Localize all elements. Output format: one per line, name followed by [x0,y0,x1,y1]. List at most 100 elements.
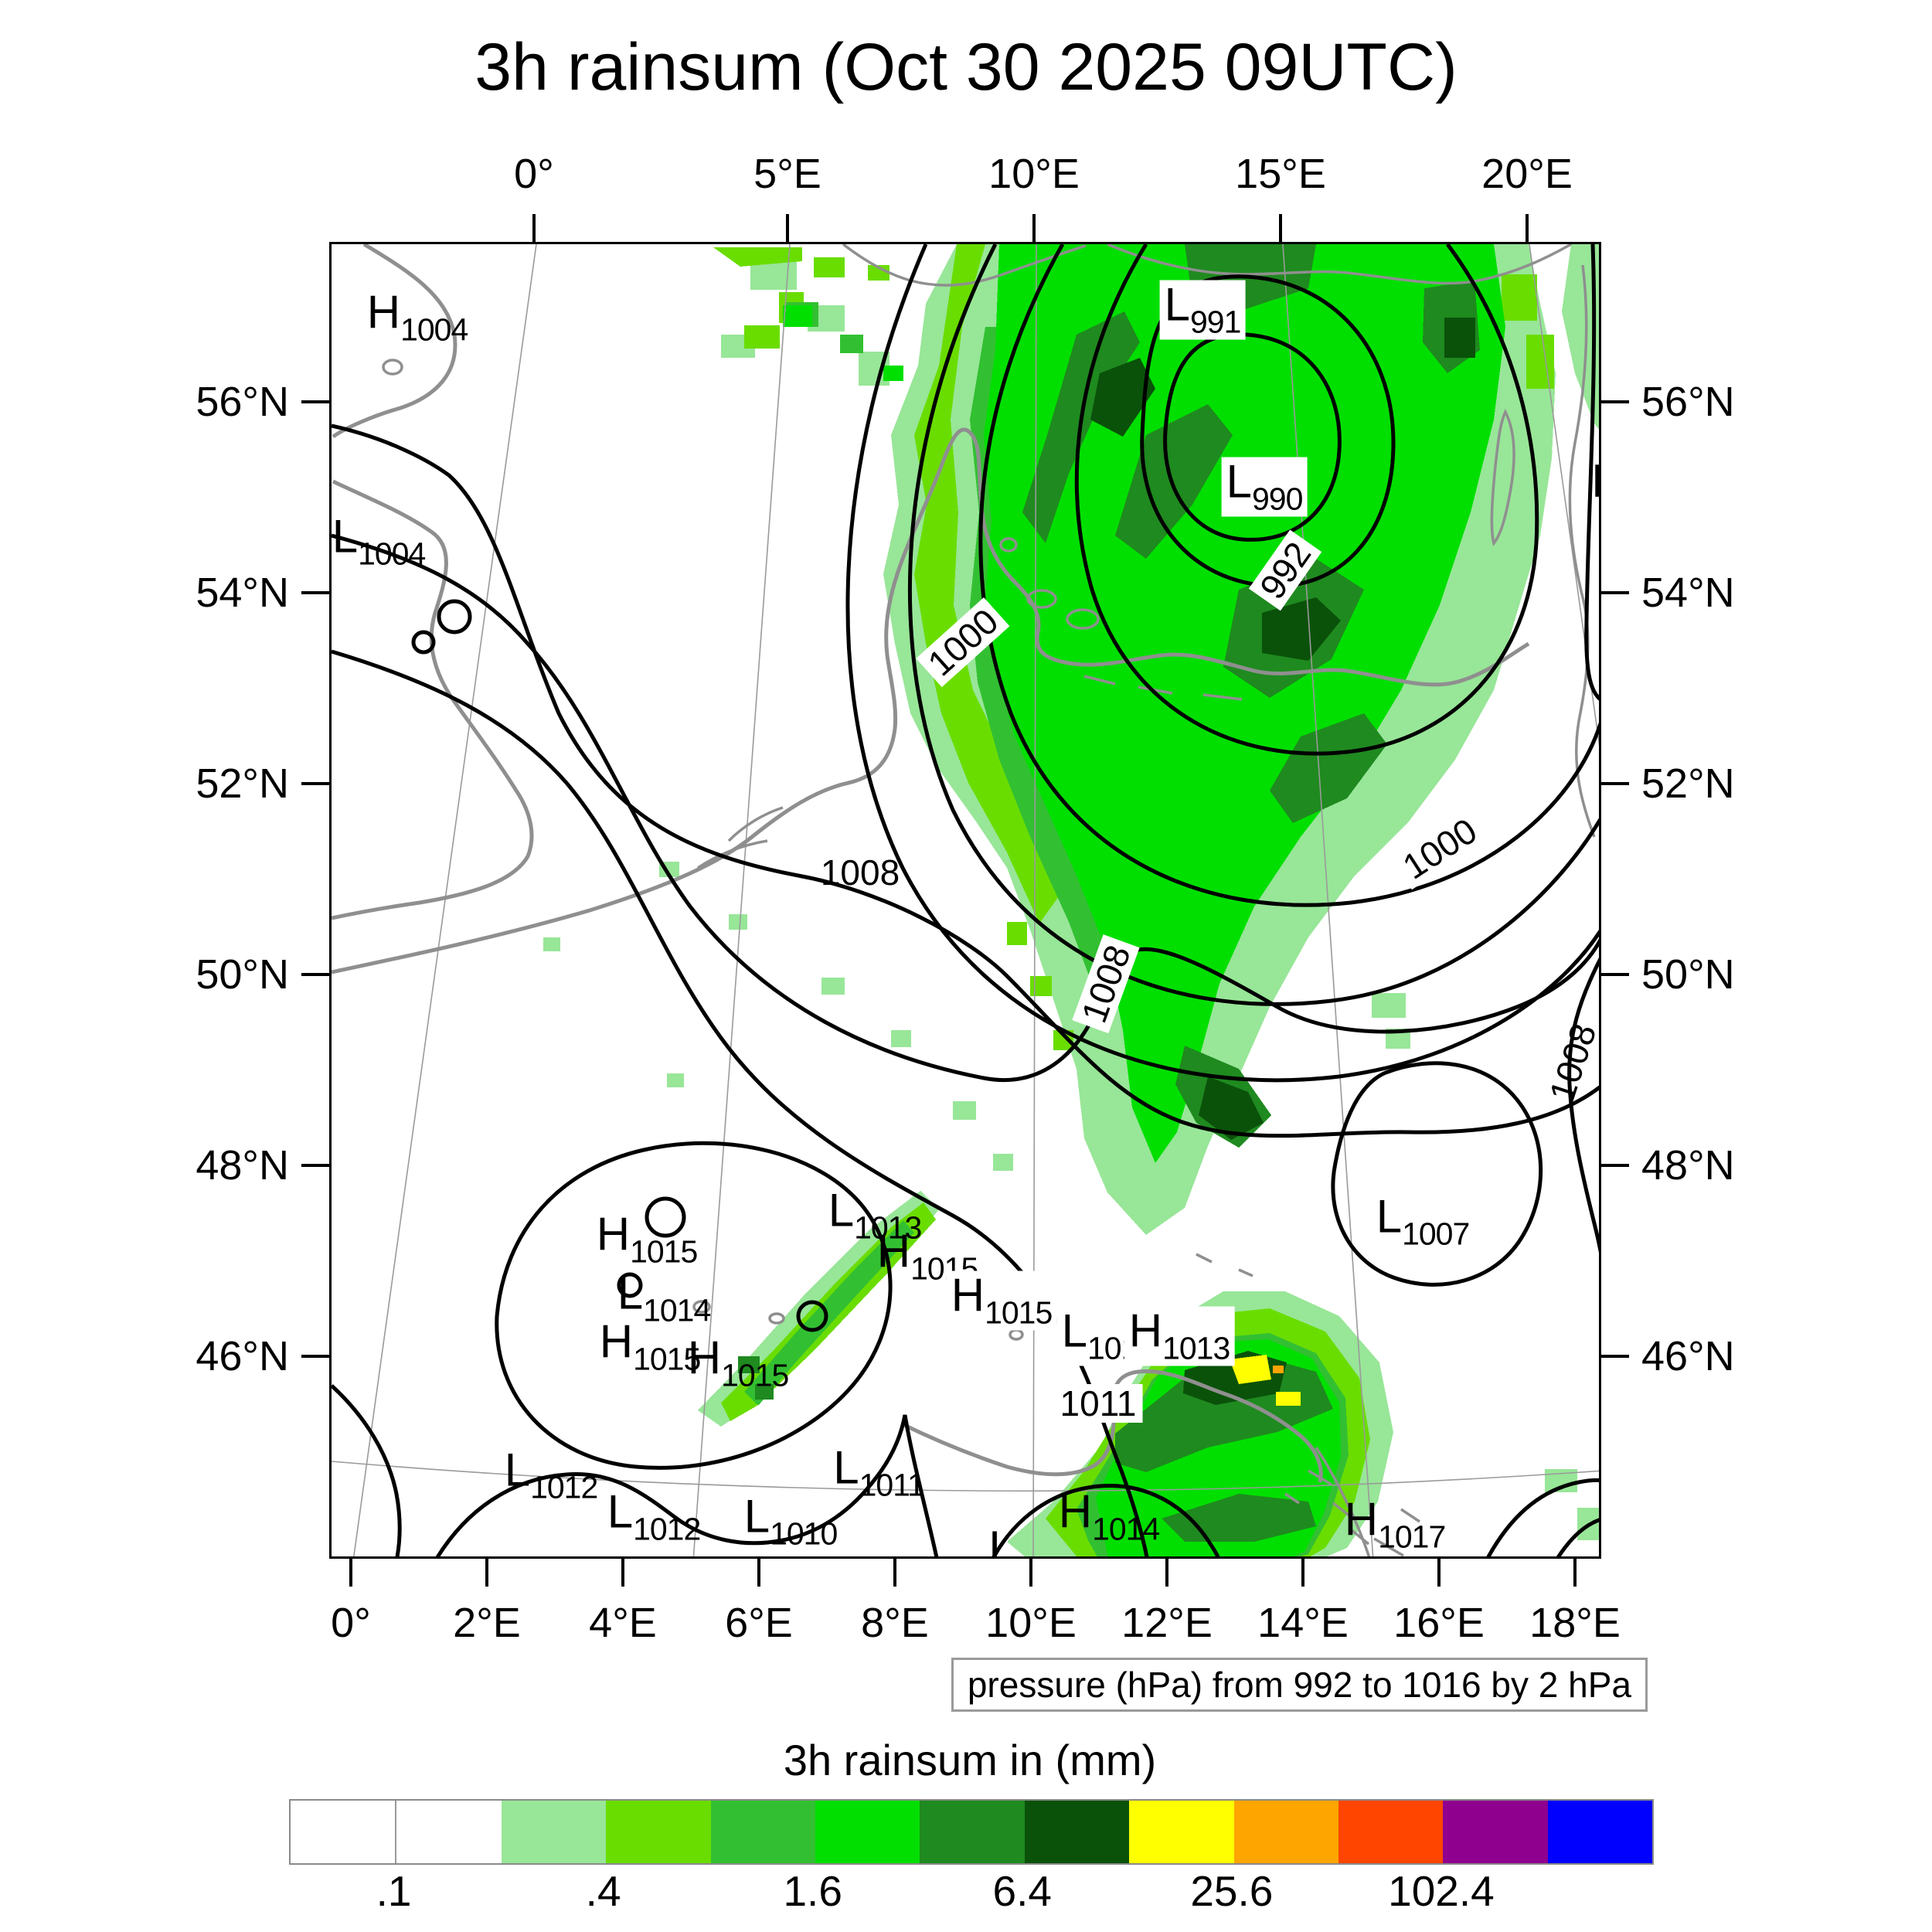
colorbar-cell-9 [1233,1801,1338,1863]
bottom-tick [1301,1559,1304,1587]
weather-map: H1004L1004L991L990HH1015L1014H1015H1015L… [329,242,1601,1559]
pressure-marker-h1015: H1015 [946,1270,1057,1331]
pressure-value: 1007 [1402,1216,1470,1252]
pressure-value: 1017 [1378,1519,1446,1555]
pressure-value: 1012 [633,1511,701,1547]
pressure-letter: H [1058,1485,1093,1538]
left-axis-label: 54°N [196,570,289,616]
pressure-marker-h1015: H1015 [687,1332,790,1393]
right-axis-label: 50°N [1641,951,1735,998]
pressure-value: 991 [1189,304,1241,340]
top-axis-label: 15°E [1235,151,1326,197]
contour-label-1008: 1008 [820,852,900,893]
pressure-value: 1013 [1162,1330,1230,1366]
bottom-axis-label: 4°E [589,1600,657,1646]
right-tick [1601,400,1629,403]
isobars [332,244,1599,1556]
pressure-marker-l1013: L1013 [828,1187,923,1246]
pressure-marker-l991: L991 [1159,278,1246,340]
pressure-marker-h1013: H1013 [1124,1306,1235,1366]
right-tick [1601,973,1629,976]
pressure-letter: L [988,1522,1015,1559]
left-tick [301,1164,329,1167]
pressure-marker-l1007: L1007 [1376,1193,1471,1252]
left-tick [301,1355,329,1358]
colorbar-cell-5 [815,1801,920,1863]
pressure-marker-l990: L990 [1221,457,1308,517]
page-title: 3h rainsum (Oct 30 2025 09UTC) [474,30,1458,104]
colorbar-cell-10 [1338,1801,1444,1863]
pressure-letter: H [1344,1493,1379,1546]
colorbar-tick-label: .4 [585,1867,621,1915]
top-tick [532,214,536,242]
bottom-tick [757,1559,760,1587]
bottom-tick [621,1559,624,1587]
right-tick [1601,591,1629,594]
left-axis-label: 48°N [196,1142,289,1189]
pressure-value: 1004 [400,311,468,348]
top-axis-label: 5°E [753,151,821,197]
colorbar-tick-label: .1 [376,1867,412,1915]
bottom-axis-label: 6°E [725,1600,793,1646]
bottom-axis-label: 8°E [861,1600,929,1646]
right-axis-label: 52°N [1641,760,1735,807]
pressure-value: 1015 [630,1233,698,1270]
top-tick [1526,214,1529,242]
colorbar-cell-6 [920,1801,1025,1863]
bottom-tick [1573,1559,1577,1587]
pressure-letter: L [504,1444,531,1496]
pressure-marker-h: H [1591,455,1599,507]
pressure-value: 1013 [854,1209,922,1246]
pressure-marker-l1012: L1012 [504,1444,599,1505]
pressure-value: 1015 [721,1357,789,1393]
bottom-tick [349,1559,352,1587]
pressure-caption: pressure (hPa) from 992 to 1016 by 2 hPa [951,1658,1648,1712]
pressure-value: 1015 [633,1341,701,1377]
bottom-axis-label: 14°E [1257,1600,1349,1646]
bottom-axis-label: 0° [331,1600,371,1646]
right-axis-label: 46°N [1641,1333,1735,1379]
bottom-tick [1437,1559,1440,1587]
top-tick [1279,214,1282,242]
bottom-axis-label: 10°E [985,1600,1077,1646]
pressure-letter: L [833,1441,859,1494]
left-axis-label: 46°N [196,1333,289,1379]
left-tick [301,400,329,403]
colorbar [289,1799,1654,1865]
bottom-axis-label: 2°E [453,1600,521,1646]
pressure-marker-h1017: H1017 [1344,1493,1447,1555]
top-axis-label: 10°E [988,151,1080,197]
pressure-letter: H [876,1225,911,1277]
right-tick [1601,782,1629,785]
left-axis-label: 50°N [196,951,289,998]
left-tick [301,973,329,976]
right-axis-label: 54°N [1641,570,1735,616]
bottom-tick [893,1559,896,1587]
pressure-letter: L [743,1490,770,1543]
right-axis-label: 48°N [1641,1142,1735,1189]
pressure-letter: H [366,286,401,338]
pressure-letter: L [1061,1304,1087,1357]
colorbar-cell-8 [1129,1801,1234,1863]
map-artwork [332,244,1599,1556]
top-tick [786,214,789,242]
pressure-value: 1014 [643,1292,711,1328]
pressure-value: 1012 [530,1469,598,1505]
colorbar-cell-1 [395,1801,502,1863]
bottom-axis-label: 18°E [1529,1600,1621,1646]
pressure-letter: H [1591,455,1599,507]
top-tick [1032,214,1036,242]
bottom-axis-label: 12°E [1121,1600,1213,1646]
colorbar-cell-12 [1547,1801,1653,1863]
bottom-tick [1029,1559,1032,1587]
contour-label-1011: 1011 [1053,1384,1143,1423]
bottom-tick [485,1559,488,1587]
pressure-letter: L [1164,278,1190,331]
right-tick [1601,1164,1629,1167]
pressure-letter: H [596,1208,631,1260]
pressure-letter: L [617,1267,644,1319]
right-axis-label: 56°N [1641,379,1735,425]
pressure-letter: H [687,1332,722,1384]
colorbar-cell-11 [1443,1801,1548,1863]
pressure-value: 990 [1251,481,1303,517]
